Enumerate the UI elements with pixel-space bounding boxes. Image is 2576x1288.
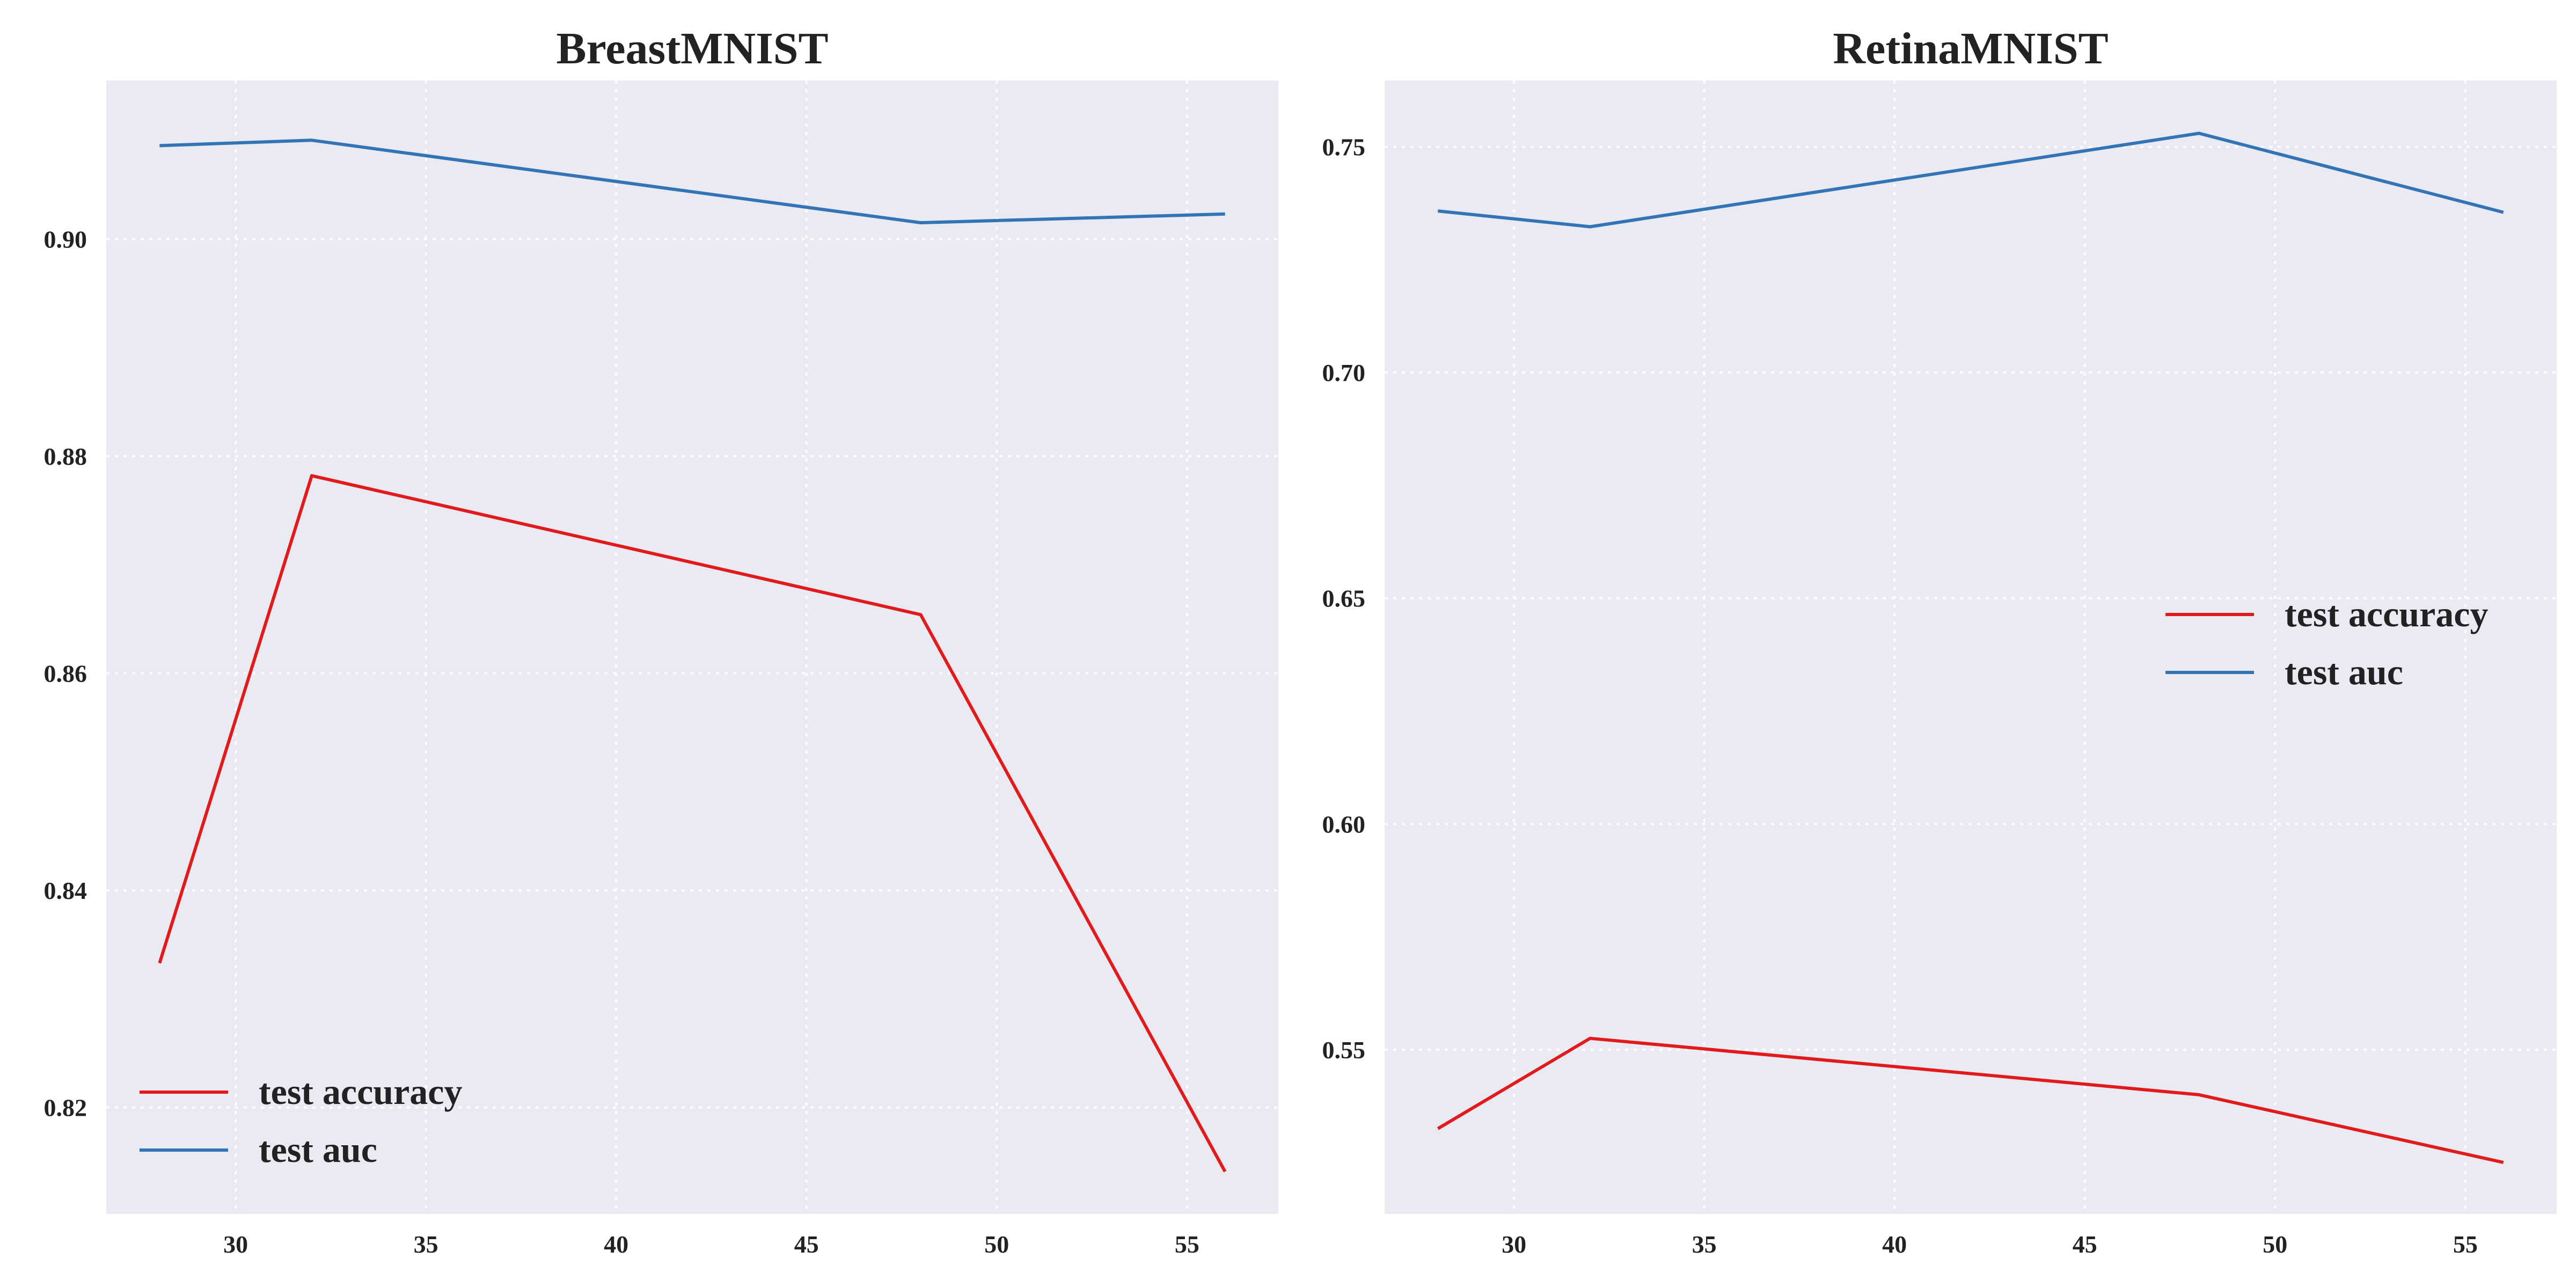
x-tick-label: 55	[1175, 1231, 1199, 1258]
x-tick-label: 35	[414, 1231, 438, 1258]
plot-background	[106, 80, 1278, 1214]
x-tick-label: 50	[984, 1231, 1009, 1258]
legend-label: test auc	[2285, 652, 2403, 692]
chart-title: RetinaMNIST	[1833, 24, 2108, 74]
plot-background	[1385, 80, 2557, 1214]
x-tick-label: 30	[1502, 1231, 1526, 1258]
y-tick-label: 0.70	[1322, 359, 1366, 386]
y-tick-label: 0.90	[44, 225, 87, 253]
x-tick-label: 50	[2263, 1231, 2287, 1258]
legend: test accuracy test auc	[140, 1071, 462, 1170]
chart-title: BreastMNIST	[556, 24, 828, 74]
y-tick-label: 0.75	[1322, 134, 1366, 161]
series-line-test-auc	[159, 138, 1225, 224]
chart-panel-1: BreastMNIST 30 35 40 45 50 55 0.82 0.84 0.86 0.88 0…	[44, 24, 1278, 1258]
x-tick-label: 30	[223, 1231, 248, 1258]
y-tick-label: 0.60	[1322, 810, 1366, 838]
x-tick-label: 35	[1692, 1231, 1717, 1258]
y-tick-label: 0.55	[1322, 1036, 1366, 1064]
y-tick-label: 0.65	[1322, 585, 1366, 612]
x-tick-label: 55	[2453, 1231, 2478, 1258]
y-tick-label: 0.86	[44, 660, 87, 687]
legend-label: test auc	[259, 1129, 377, 1170]
series-line-test-accuracy	[158, 474, 1227, 1173]
x-tick-label: 40	[1882, 1231, 1907, 1258]
x-tick-label: 45	[794, 1231, 819, 1258]
series-line-test-accuracy	[1437, 1036, 2504, 1165]
x-tick-label: 40	[604, 1231, 628, 1258]
chart-panel-2: RetinaMNIST 30 35 40 45 50 55 0.55 0.60 0.65 0.70 0…	[1322, 24, 2557, 1258]
legend-label: test accuracy	[259, 1071, 462, 1112]
legend-label: test accuracy	[2285, 594, 2488, 634]
series-line-test-auc	[1437, 131, 2504, 229]
x-tick-label: 45	[2073, 1231, 2097, 1258]
legend: test accuracy test auc	[2165, 594, 2488, 692]
y-tick-label: 0.88	[44, 443, 87, 470]
y-tick-label: 0.84	[44, 877, 87, 904]
y-tick-label: 0.82	[44, 1094, 87, 1122]
